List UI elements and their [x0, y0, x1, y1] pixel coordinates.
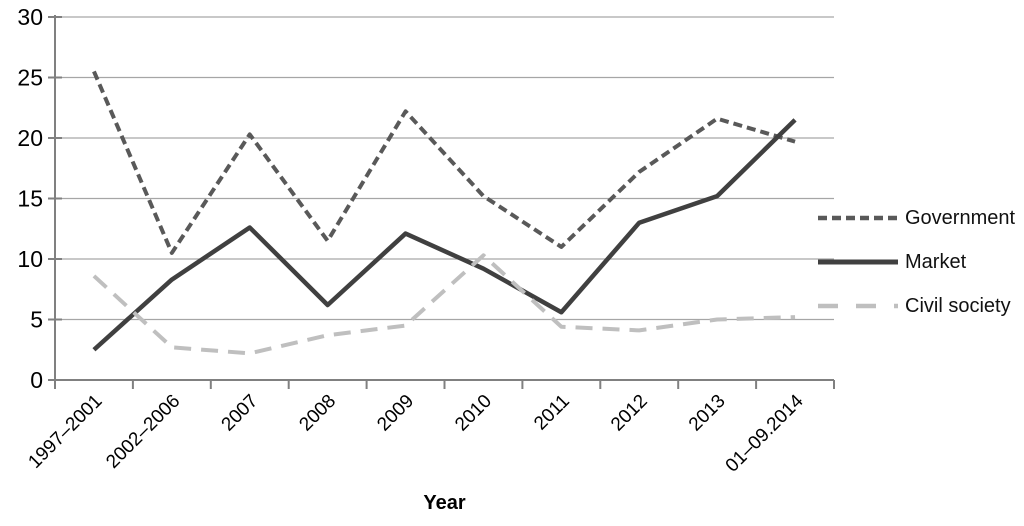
market-line-swatch — [818, 259, 898, 264]
legend-label-civil-society: Civil society — [905, 294, 1011, 317]
x-tick-label: 2007 — [218, 391, 263, 436]
chart-legend: Government Market Civil society — [818, 204, 1015, 319]
government-line-swatch — [818, 215, 898, 220]
civil-society-line — [92, 253, 796, 356]
y-tick-label: 20 — [17, 125, 43, 151]
legend-item-market: Market — [818, 248, 1015, 275]
legend-label-market: Market — [905, 250, 967, 273]
x-tick-label: 1997–2001 — [24, 391, 106, 473]
y-tick-label: 25 — [17, 65, 43, 91]
y-tick-label: 10 — [17, 246, 43, 272]
x-tick-label: 2002–2006 — [102, 391, 184, 473]
x-tick-label: 2012 — [607, 391, 652, 436]
y-tick-label: 15 — [17, 186, 43, 212]
market-line — [92, 118, 797, 352]
x-tick-label: 2008 — [295, 391, 340, 436]
x-tick-label: 2010 — [451, 391, 496, 436]
y-tick-label: 0 — [30, 367, 43, 393]
y-tick-label: 5 — [30, 307, 43, 333]
government-line — [92, 70, 796, 255]
y-tick-label: 30 — [17, 4, 43, 30]
legend-item-government: Government — [818, 204, 1015, 231]
x-tick-label: 2013 — [685, 391, 730, 436]
x-tick-label: 2009 — [373, 391, 418, 436]
x-tick-label: 01–09.2014 — [722, 390, 808, 476]
legend-item-civil-society: Civil society — [818, 292, 1015, 319]
civil-society-line-swatch — [818, 303, 898, 308]
x-tick-label: 2011 — [530, 391, 574, 435]
legend-label-government: Government — [905, 206, 1016, 229]
x-axis-title: Year — [423, 492, 466, 514]
